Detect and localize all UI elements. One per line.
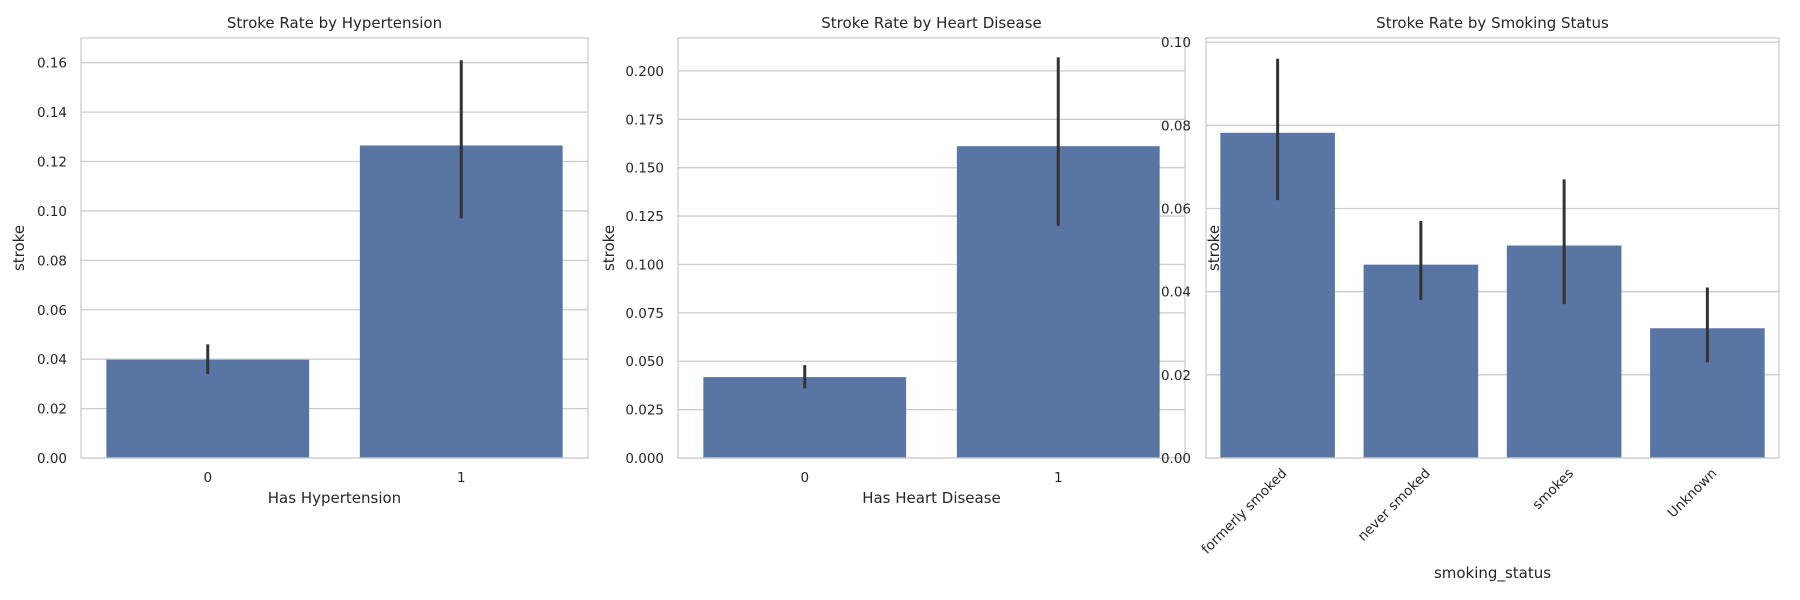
y-tick-label: 0.050	[625, 354, 664, 370]
chart-title: Stroke Rate by Heart Disease	[821, 14, 1041, 32]
chart-title: Stroke Rate by Smoking Status	[1376, 14, 1609, 32]
y-tick-label: 0.06	[1161, 201, 1191, 217]
y-tick-label: 0.04	[1161, 285, 1191, 301]
y-tick-label: 0.12	[37, 155, 67, 171]
x-tick-label: formerly smoked	[1199, 466, 1291, 558]
y-tick-label: 0.125	[625, 209, 664, 225]
x-tick-label: 0	[800, 470, 809, 486]
x-axis-label: smoking_status	[1434, 564, 1551, 583]
y-axis-label: stroke	[10, 225, 28, 271]
y-tick-label: 0.04	[37, 352, 67, 368]
y-axis-label: stroke	[1205, 225, 1223, 271]
y-tick-label: 0.10	[37, 204, 67, 220]
x-tick-label: 0	[203, 470, 212, 486]
y-tick-label: 0.075	[625, 306, 664, 322]
x-tick-label: smokes	[1529, 466, 1576, 513]
x-tick-label: never smoked	[1355, 466, 1434, 545]
chart-heart-disease: 0.000 0.025 0.050 0.075 0.100 0.125 0.150 0.175…	[600, 14, 1186, 507]
plot-frame	[677, 37, 1186, 459]
y-tick-label: 0.10	[1161, 35, 1191, 51]
y-tick-label: 0.200	[625, 64, 664, 80]
plot-frame	[1205, 37, 1780, 459]
bar-0	[703, 377, 907, 458]
chart-title: Stroke Rate by Hypertension	[227, 14, 442, 32]
y-tick-label: 0.150	[625, 161, 664, 177]
y-tick-label: 0.025	[625, 403, 664, 419]
y-tick-label: 0.00	[1161, 451, 1191, 467]
x-axis-label: Has Heart Disease	[862, 489, 1001, 507]
y-tick-label: 0.08	[37, 253, 67, 269]
bar-0	[106, 359, 310, 458]
y-tick-label: 0.08	[1161, 118, 1191, 134]
x-tick-label: 1	[457, 470, 466, 486]
x-tick-label: Unknown	[1665, 466, 1721, 522]
y-tick-label: 0.06	[37, 303, 67, 319]
plot-frame	[80, 37, 589, 459]
y-tick-label: 0.00	[37, 451, 67, 467]
y-tick-label: 0.000	[625, 451, 664, 467]
y-tick-label: 0.175	[625, 112, 664, 128]
y-tick-label: 0.16	[37, 56, 67, 72]
x-axis-label: Has Hypertension	[268, 489, 401, 507]
y-tick-label: 0.100	[625, 257, 664, 273]
y-axis-label: stroke	[600, 225, 618, 271]
x-tick-label: 1	[1054, 470, 1063, 486]
y-tick-label: 0.02	[37, 402, 67, 418]
chart-hypertension: 0.00 0.02 0.04 0.06 0.08 0.10 0.12 0.14 0.16 0 1 St…	[10, 14, 589, 507]
chart-smoking-status: 0.00 0.02 0.04 0.06 0.08 0.10 formerly smoked n…	[1161, 14, 1780, 583]
y-tick-label: 0.14	[37, 105, 67, 121]
y-tick-label: 0.02	[1161, 368, 1191, 384]
